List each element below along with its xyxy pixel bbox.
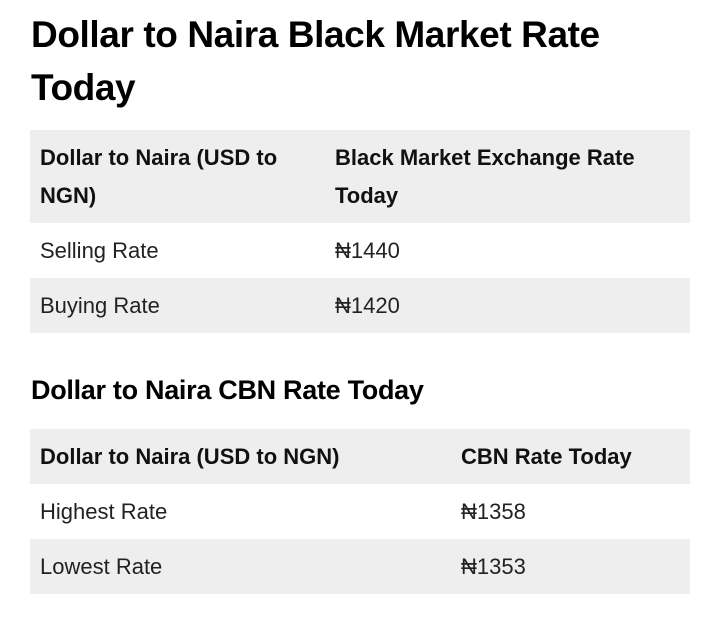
rate-value: ₦1353 bbox=[461, 553, 526, 579]
table-row-lowest-rate: Lowest Rate ₦1353 bbox=[30, 539, 690, 594]
column-header-cbn-rate: CBN Rate Today bbox=[461, 443, 632, 469]
column-header-currency-pair: Dollar to Naira (USD to NGN) bbox=[40, 144, 278, 208]
column-header-black-market-rate: Black Market Exchange Rate Today bbox=[335, 144, 635, 208]
row-label: Buying Rate bbox=[40, 292, 160, 318]
rate-value: ₦1358 bbox=[461, 498, 526, 524]
rate-value: ₦1420 bbox=[335, 292, 400, 318]
table-header-row: Dollar to Naira (USD to NGN) CBN Rate To… bbox=[30, 429, 690, 484]
table-header-row: Dollar to Naira (USD to NGN) Black Marke… bbox=[30, 130, 690, 223]
rate-value: ₦1440 bbox=[335, 237, 400, 263]
row-label: Selling Rate bbox=[40, 237, 159, 263]
black-market-title: Dollar to Naira Black Market Rate Today bbox=[31, 14, 600, 108]
table-row-selling-rate: Selling Rate ₦1440 bbox=[30, 223, 690, 278]
row-label: Lowest Rate bbox=[40, 553, 163, 579]
cbn-rate-title: Dollar to Naira CBN Rate Today bbox=[31, 375, 424, 405]
row-label: Highest Rate bbox=[40, 498, 168, 524]
column-header-currency-pair: Dollar to Naira (USD to NGN) bbox=[40, 443, 340, 469]
table-row-buying-rate: Buying Rate ₦1420 bbox=[30, 278, 690, 333]
black-market-rate-table: Dollar to Naira (USD to NGN) Black Marke… bbox=[30, 130, 690, 333]
table-row-highest-rate: Highest Rate ₦1358 bbox=[30, 484, 690, 539]
cbn-rate-table: Dollar to Naira (USD to NGN) CBN Rate To… bbox=[30, 429, 690, 594]
